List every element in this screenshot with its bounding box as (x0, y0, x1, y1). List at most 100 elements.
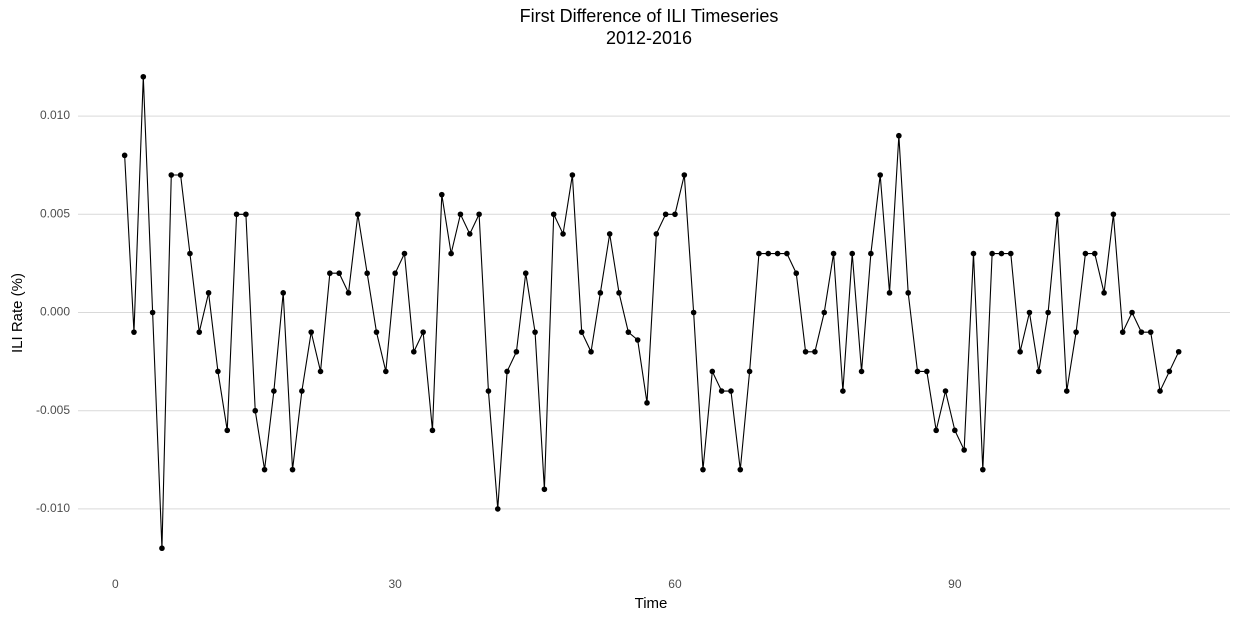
y-tick-label: -0.005 (36, 403, 70, 417)
data-point (336, 270, 342, 277)
data-point (746, 368, 753, 375)
data-point (634, 337, 641, 343)
data-point (187, 250, 193, 257)
data-point (578, 329, 585, 335)
data-point (653, 231, 660, 237)
data-point (588, 348, 594, 355)
data-point (532, 329, 538, 335)
data-point (1054, 211, 1061, 218)
data-point (1091, 250, 1098, 257)
data-point (989, 250, 995, 257)
data-point (1007, 250, 1014, 257)
data-point (289, 466, 296, 473)
data-point (942, 388, 949, 394)
data-point (1138, 329, 1145, 335)
data-point (1129, 309, 1135, 316)
data-point (868, 250, 874, 257)
data-point (215, 368, 221, 375)
data-point (131, 329, 137, 335)
data-point (644, 400, 650, 406)
data-point (345, 290, 352, 296)
data-point (672, 211, 678, 218)
data-point (970, 250, 977, 257)
data-point (980, 466, 986, 473)
data-point (914, 368, 921, 375)
x-tick-label: 30 (388, 577, 402, 591)
data-point (849, 250, 856, 257)
y-tick-label: -0.010 (36, 501, 70, 515)
data-point (961, 447, 967, 453)
y-tick-label: 0.010 (40, 108, 70, 122)
data-point (1026, 309, 1033, 316)
data-point (159, 545, 165, 552)
data-point (886, 290, 893, 296)
data-point (392, 270, 398, 277)
data-point (560, 231, 566, 237)
data-point (271, 388, 277, 394)
data-point (690, 309, 697, 316)
data-point (541, 486, 548, 493)
data-point (1063, 388, 1070, 394)
data-point (933, 427, 939, 434)
data-point (1073, 329, 1079, 335)
x-tick-label: 90 (948, 577, 962, 591)
data-point (756, 250, 762, 257)
data-point (308, 329, 314, 335)
data-point (1082, 250, 1089, 257)
x-tick-label: 60 (668, 577, 682, 591)
x-tick-label: 0 (112, 577, 119, 591)
data-point (625, 329, 632, 335)
data-point (597, 290, 604, 296)
data-point (812, 348, 818, 355)
data-point (840, 388, 846, 394)
data-point (1035, 368, 1042, 375)
data-point (606, 231, 613, 237)
data-point (858, 368, 865, 375)
data-point (718, 388, 725, 394)
data-point (737, 466, 744, 473)
data-point (774, 250, 781, 257)
data-point (438, 191, 445, 198)
data-point (924, 368, 930, 375)
data-point (1157, 388, 1163, 394)
data-point (317, 368, 324, 375)
data-point (1119, 329, 1126, 335)
data-point (877, 172, 884, 178)
data-point (1175, 348, 1182, 355)
data-point (569, 172, 576, 178)
data-point (149, 309, 156, 316)
data-point (821, 309, 828, 316)
chart-title: First Difference of ILI Timeseries (520, 6, 779, 26)
data-point (327, 270, 333, 277)
data-point (383, 368, 389, 375)
data-point (952, 427, 958, 434)
data-point (448, 250, 454, 257)
data-point (1101, 290, 1107, 296)
data-point (364, 270, 370, 277)
data-point (466, 231, 473, 237)
data-point (355, 211, 361, 218)
data-point (522, 270, 529, 277)
data-point (233, 211, 240, 218)
data-point (700, 466, 706, 473)
data-point (224, 427, 231, 434)
data-point (662, 211, 669, 218)
data-point (616, 290, 622, 296)
data-point (504, 368, 510, 375)
data-point (1045, 309, 1051, 316)
data-point (550, 211, 557, 218)
data-point (896, 132, 902, 139)
data-point (168, 172, 175, 178)
data-point (709, 368, 716, 375)
data-point (299, 388, 305, 394)
x-axis-label: Time (635, 595, 668, 612)
data-point (905, 290, 911, 296)
data-point (243, 211, 249, 218)
data-point (196, 329, 203, 335)
y-axis-label: ILI Rate (%) (9, 273, 26, 353)
data-point (411, 348, 417, 355)
data-point (121, 152, 128, 159)
data-point (252, 407, 259, 414)
data-point (401, 250, 408, 257)
